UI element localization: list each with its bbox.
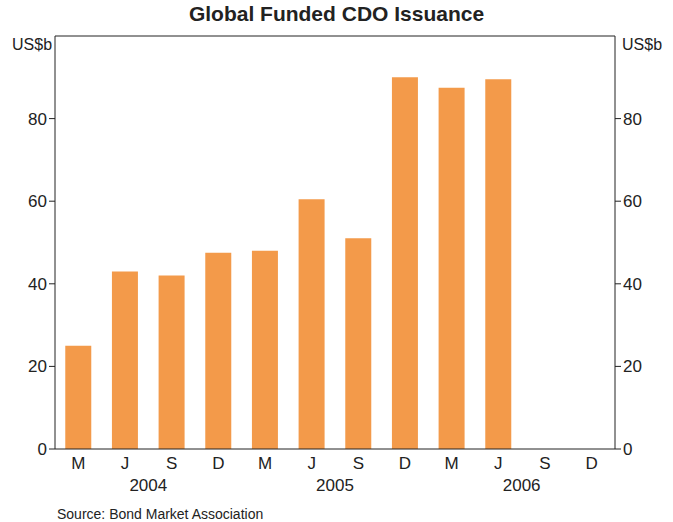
svg-text:M: M [258,454,272,473]
svg-text:D: D [212,454,224,473]
svg-text:40: 40 [623,275,642,294]
svg-text:D: D [586,454,598,473]
svg-text:M: M [71,454,85,473]
svg-text:J: J [307,454,316,473]
svg-text:80: 80 [28,110,47,129]
html-text:US$b: US$b [622,36,662,53]
svg-text:S: S [166,454,177,473]
svg-text:0: 0 [38,440,47,459]
svg-text:D: D [399,454,411,473]
svg-text:S: S [353,454,364,473]
svg-text:J: J [121,454,130,473]
html-text:US$b: US$b [12,36,52,53]
svg-text:2004: 2004 [129,476,167,495]
svg-text:M: M [445,454,459,473]
svg-text:40: 40 [28,275,47,294]
svg-text:S: S [539,454,550,473]
svg-text:60: 60 [28,192,47,211]
svg-text:2005: 2005 [316,476,354,495]
html-text:Source: Bond Market Associatio: Source: Bond Market Association [57,506,264,522]
svg-text:80: 80 [623,110,642,129]
svg-text:0: 0 [623,440,632,459]
html-text:Global Funded CDO Issuance: Global Funded CDO Issuance [188,2,485,25]
svg-text:20: 20 [28,357,47,376]
svg-text:60: 60 [623,192,642,211]
svg-text:20: 20 [623,357,642,376]
svg-text:J: J [494,454,503,473]
svg-text:2006: 2006 [503,476,541,495]
